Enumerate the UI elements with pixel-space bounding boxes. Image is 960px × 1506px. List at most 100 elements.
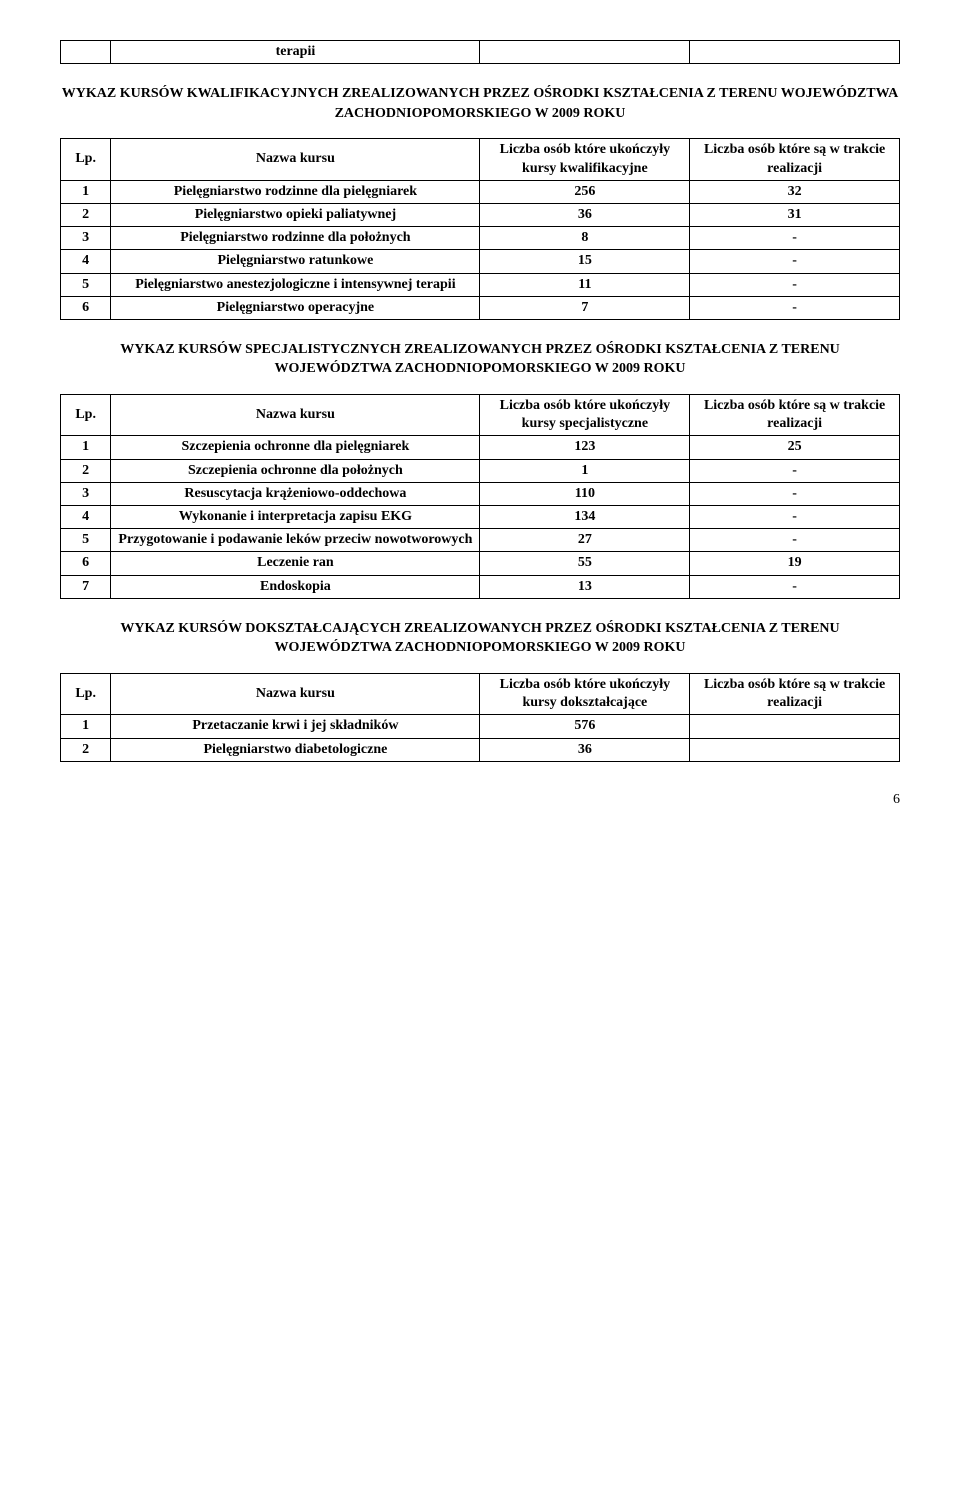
header-lp: Lp. bbox=[61, 395, 111, 436]
cell bbox=[690, 41, 900, 64]
cell-name: Pielęgniarstwo ratunkowe bbox=[111, 250, 480, 273]
cell-c1: 8 bbox=[480, 227, 690, 250]
cell-lp: 6 bbox=[61, 296, 111, 319]
table-header-row: Lp. Nazwa kursu Liczba osób które ukończ… bbox=[61, 395, 900, 436]
cell-c2: - bbox=[690, 250, 900, 273]
cell-name: Przetaczanie krwi i jej składników bbox=[111, 715, 480, 738]
cell-name: Pielęgniarstwo rodzinne dla położnych bbox=[111, 227, 480, 250]
cell-c2: - bbox=[690, 273, 900, 296]
header-col1: Liczba osób które ukończyły kursy dokszt… bbox=[480, 673, 690, 714]
header-name: Nazwa kursu bbox=[111, 139, 480, 180]
header-col2: Liczba osób które są w trakcie realizacj… bbox=[690, 139, 900, 180]
cell-c1: 36 bbox=[480, 738, 690, 761]
cell-name: Szczepienia ochronne dla pielęgniarek bbox=[111, 436, 480, 459]
cell-name: Pielęgniarstwo rodzinne dla pielęgniarek bbox=[111, 180, 480, 203]
cell-c2: 32 bbox=[690, 180, 900, 203]
cell: terapii bbox=[111, 41, 480, 64]
cell-c1: 1 bbox=[480, 459, 690, 482]
cell-lp: 3 bbox=[61, 482, 111, 505]
cell-c2 bbox=[690, 738, 900, 761]
page-number: 6 bbox=[60, 792, 900, 808]
cell-c2: - bbox=[690, 296, 900, 319]
header-col1: Liczba osób które ukończyły kursy kwalif… bbox=[480, 139, 690, 180]
section3-title: WYKAZ KURSÓW DOKSZTAŁCAJĄCYCH ZREALIZOWA… bbox=[60, 619, 900, 658]
cell-c2: - bbox=[690, 506, 900, 529]
cell-name: Pielęgniarstwo anestezjologiczne i inten… bbox=[111, 273, 480, 296]
cell-lp: 4 bbox=[61, 506, 111, 529]
table-row: 2 Pielęgniarstwo opieki paliatywnej 36 3… bbox=[61, 203, 900, 226]
table-row: 3 Pielęgniarstwo rodzinne dla położnych … bbox=[61, 227, 900, 250]
cell-lp: 1 bbox=[61, 436, 111, 459]
cell-name: Szczepienia ochronne dla położnych bbox=[111, 459, 480, 482]
cell-lp: 2 bbox=[61, 203, 111, 226]
table-row: 4 Pielęgniarstwo ratunkowe 15 - bbox=[61, 250, 900, 273]
table-row: 4 Wykonanie i interpretacja zapisu EKG 1… bbox=[61, 506, 900, 529]
cell-name: Przygotowanie i podawanie leków przeciw … bbox=[111, 529, 480, 552]
cell-lp: 1 bbox=[61, 715, 111, 738]
cell-c1: 7 bbox=[480, 296, 690, 319]
header-col2: Liczba osób które są w trakcie realizacj… bbox=[690, 673, 900, 714]
cell-c1: 27 bbox=[480, 529, 690, 552]
cell-lp: 1 bbox=[61, 180, 111, 203]
table-row: 6 Pielęgniarstwo operacyjne 7 - bbox=[61, 296, 900, 319]
header-col2: Liczba osób które są w trakcie realizacj… bbox=[690, 395, 900, 436]
table-row: 1 Przetaczanie krwi i jej składników 576 bbox=[61, 715, 900, 738]
cell bbox=[61, 41, 111, 64]
cell-lp: 7 bbox=[61, 575, 111, 598]
table-row: 1 Pielęgniarstwo rodzinne dla pielęgniar… bbox=[61, 180, 900, 203]
table-row: 6 Leczenie ran 55 19 bbox=[61, 552, 900, 575]
cell-name: Wykonanie i interpretacja zapisu EKG bbox=[111, 506, 480, 529]
cell-c1: 110 bbox=[480, 482, 690, 505]
table-row: terapii bbox=[61, 41, 900, 64]
table-row: 5 Pielęgniarstwo anestezjologiczne i int… bbox=[61, 273, 900, 296]
cell-c1: 123 bbox=[480, 436, 690, 459]
section1-title: WYKAZ KURSÓW KWALIFIKACYJNYCH ZREALIZOWA… bbox=[60, 84, 900, 123]
cell-c2 bbox=[690, 715, 900, 738]
cell-c2: 31 bbox=[690, 203, 900, 226]
top-table-fragment: terapii bbox=[60, 40, 900, 64]
header-name: Nazwa kursu bbox=[111, 673, 480, 714]
cell-c1: 15 bbox=[480, 250, 690, 273]
cell-c2: 19 bbox=[690, 552, 900, 575]
table-row: 1 Szczepienia ochronne dla pielęgniarek … bbox=[61, 436, 900, 459]
header-lp: Lp. bbox=[61, 673, 111, 714]
table-header-row: Lp. Nazwa kursu Liczba osób które ukończ… bbox=[61, 139, 900, 180]
cell-lp: 5 bbox=[61, 529, 111, 552]
section3-table: Lp. Nazwa kursu Liczba osób które ukończ… bbox=[60, 673, 900, 762]
section1-table: Lp. Nazwa kursu Liczba osób które ukończ… bbox=[60, 138, 900, 320]
cell-name: Resuscytacja krążeniowo-oddechowa bbox=[111, 482, 480, 505]
cell-lp: 5 bbox=[61, 273, 111, 296]
cell-c2: - bbox=[690, 529, 900, 552]
cell-c2: 25 bbox=[690, 436, 900, 459]
cell-c1: 576 bbox=[480, 715, 690, 738]
cell-c1: 36 bbox=[480, 203, 690, 226]
header-lp: Lp. bbox=[61, 139, 111, 180]
cell-lp: 2 bbox=[61, 738, 111, 761]
cell bbox=[480, 41, 690, 64]
cell-c2: - bbox=[690, 575, 900, 598]
cell-c2: - bbox=[690, 227, 900, 250]
table-header-row: Lp. Nazwa kursu Liczba osób które ukończ… bbox=[61, 673, 900, 714]
cell-lp: 4 bbox=[61, 250, 111, 273]
cell-name: Pielęgniarstwo diabetologiczne bbox=[111, 738, 480, 761]
cell-c1: 13 bbox=[480, 575, 690, 598]
cell-name: Pielęgniarstwo operacyjne bbox=[111, 296, 480, 319]
header-name: Nazwa kursu bbox=[111, 395, 480, 436]
table-row: 2 Pielęgniarstwo diabetologiczne 36 bbox=[61, 738, 900, 761]
table-row: 7 Endoskopia 13 - bbox=[61, 575, 900, 598]
cell-name: Leczenie ran bbox=[111, 552, 480, 575]
cell-lp: 2 bbox=[61, 459, 111, 482]
cell-lp: 6 bbox=[61, 552, 111, 575]
cell-c2: - bbox=[690, 459, 900, 482]
cell-c2: - bbox=[690, 482, 900, 505]
cell-c1: 256 bbox=[480, 180, 690, 203]
table-row: 2 Szczepienia ochronne dla położnych 1 - bbox=[61, 459, 900, 482]
cell-c1: 11 bbox=[480, 273, 690, 296]
cell-name: Pielęgniarstwo opieki paliatywnej bbox=[111, 203, 480, 226]
section2-table: Lp. Nazwa kursu Liczba osób które ukończ… bbox=[60, 394, 900, 599]
cell-name: Endoskopia bbox=[111, 575, 480, 598]
cell-lp: 3 bbox=[61, 227, 111, 250]
cell-c1: 134 bbox=[480, 506, 690, 529]
table-row: 3 Resuscytacja krążeniowo-oddechowa 110 … bbox=[61, 482, 900, 505]
table-row: 5 Przygotowanie i podawanie leków przeci… bbox=[61, 529, 900, 552]
